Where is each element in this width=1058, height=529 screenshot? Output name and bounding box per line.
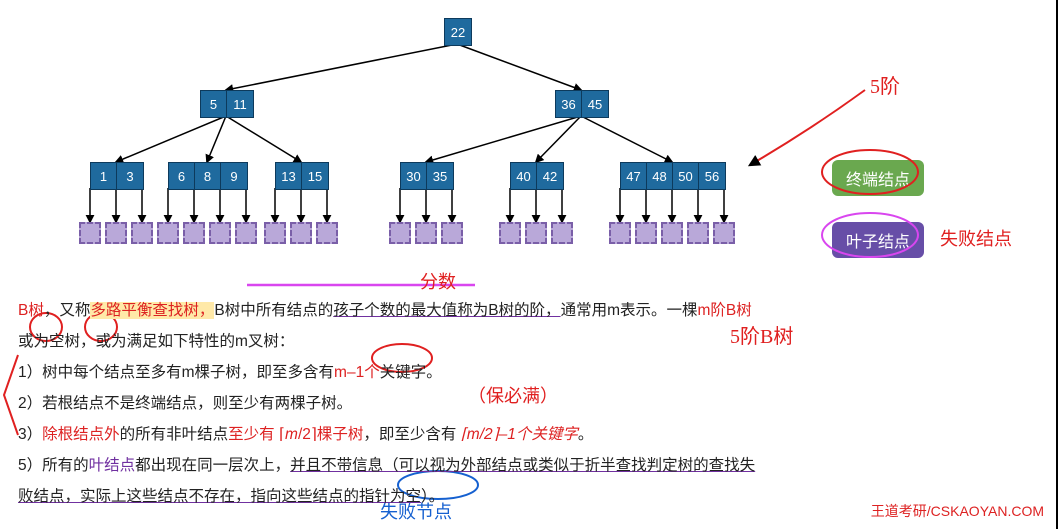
tree-key: 48 [647, 163, 673, 189]
tree-node-n1: 511 [200, 90, 254, 118]
body-text: B树，又称多路平衡查找树，B树中所有结点的孩子个数的最大值称为B树的阶，通常用m… [18, 295, 1018, 512]
tree-key: 13 [276, 163, 302, 189]
tree-node-l3: 1315 [275, 162, 329, 190]
multiway-term: 多路平衡查找树， [90, 302, 214, 319]
para-2: 或为空树，或为满足如下特性的m叉树： [18, 326, 1018, 357]
tree-key: 56 [699, 163, 725, 189]
tree-key: 15 [302, 163, 328, 189]
leaf-box [687, 222, 709, 244]
tree-key: 35 [427, 163, 453, 189]
tree-key: 3 [117, 163, 143, 189]
ann-five-order: 5阶 [870, 70, 900, 99]
leaf-box [183, 222, 205, 244]
terminal-node-badge: 终端结点 [832, 160, 924, 196]
tree-key: 42 [537, 163, 563, 189]
tree-key: 22 [445, 19, 471, 45]
tree-node-l4: 3035 [400, 162, 454, 190]
tree-node-n2: 3645 [555, 90, 609, 118]
ann-fenshu: 分数 [420, 268, 456, 294]
leaf-box [235, 222, 257, 244]
leaf-box [209, 222, 231, 244]
tree-node-l1: 13 [90, 162, 144, 190]
tree-node-root: 22 [444, 18, 472, 46]
tree-key: 50 [673, 163, 699, 189]
leaf-box [389, 222, 411, 244]
tree-key: 5 [201, 91, 227, 117]
tree-node-l2: 689 [168, 162, 248, 190]
leaf-box [713, 222, 735, 244]
leaf-box [290, 222, 312, 244]
tree-key: 30 [401, 163, 427, 189]
leaf-box [609, 222, 631, 244]
para-3: 1）树中每个结点至多有m棵子树，即至多含有m–1个关键字。 [18, 357, 1018, 388]
leaf-box [131, 222, 153, 244]
para-4: 2）若根结点不是终端结点，则至少有两棵子树。 [18, 388, 1018, 419]
para-7: 败结点，实际上这些结点不存在，指向这些结点的指针为空）。 [18, 481, 1018, 512]
leaf-box [635, 222, 657, 244]
leaf-box [415, 222, 437, 244]
tree-key: 36 [556, 91, 582, 117]
para-1: B树，又称多路平衡查找树，B树中所有结点的孩子个数的最大值称为B树的阶，通常用m… [18, 295, 1018, 326]
para-5: 3）除根结点外的所有非叶结点至少有 ⌈m/2⌉棵子树，即至少含有 ⌈m/2⌉–1… [18, 419, 1018, 450]
tree-key: 9 [221, 163, 247, 189]
tree-key: 1 [91, 163, 117, 189]
leaf-box [661, 222, 683, 244]
tree-key: 47 [621, 163, 647, 189]
tree-key: 8 [195, 163, 221, 189]
tree-node-l6: 47485056 [620, 162, 726, 190]
leaf-box [441, 222, 463, 244]
ann-fail-node2: 失败结点 [940, 225, 1012, 251]
btree-term: B树 [18, 302, 44, 319]
leaf-box [264, 222, 286, 244]
tree-key: 11 [227, 91, 253, 117]
tree-key: 45 [582, 91, 608, 117]
leaf-box [105, 222, 127, 244]
leaf-box [316, 222, 338, 244]
leaf-box [499, 222, 521, 244]
leaf-box [551, 222, 573, 244]
para-6: 5）所有的叶结点都出现在同一层次上，并且不带信息（可以视为外部结点或类似于折半查… [18, 450, 1018, 481]
leaf-box [525, 222, 547, 244]
tree-key: 6 [169, 163, 195, 189]
tree-node-l5: 4042 [510, 162, 564, 190]
watermark: 王道考研/CSKAOYAN.COM [871, 501, 1044, 521]
leaf-box [157, 222, 179, 244]
leaf-box [79, 222, 101, 244]
leaf-node-badge: 叶子结点 [832, 222, 924, 258]
tree-key: 40 [511, 163, 537, 189]
